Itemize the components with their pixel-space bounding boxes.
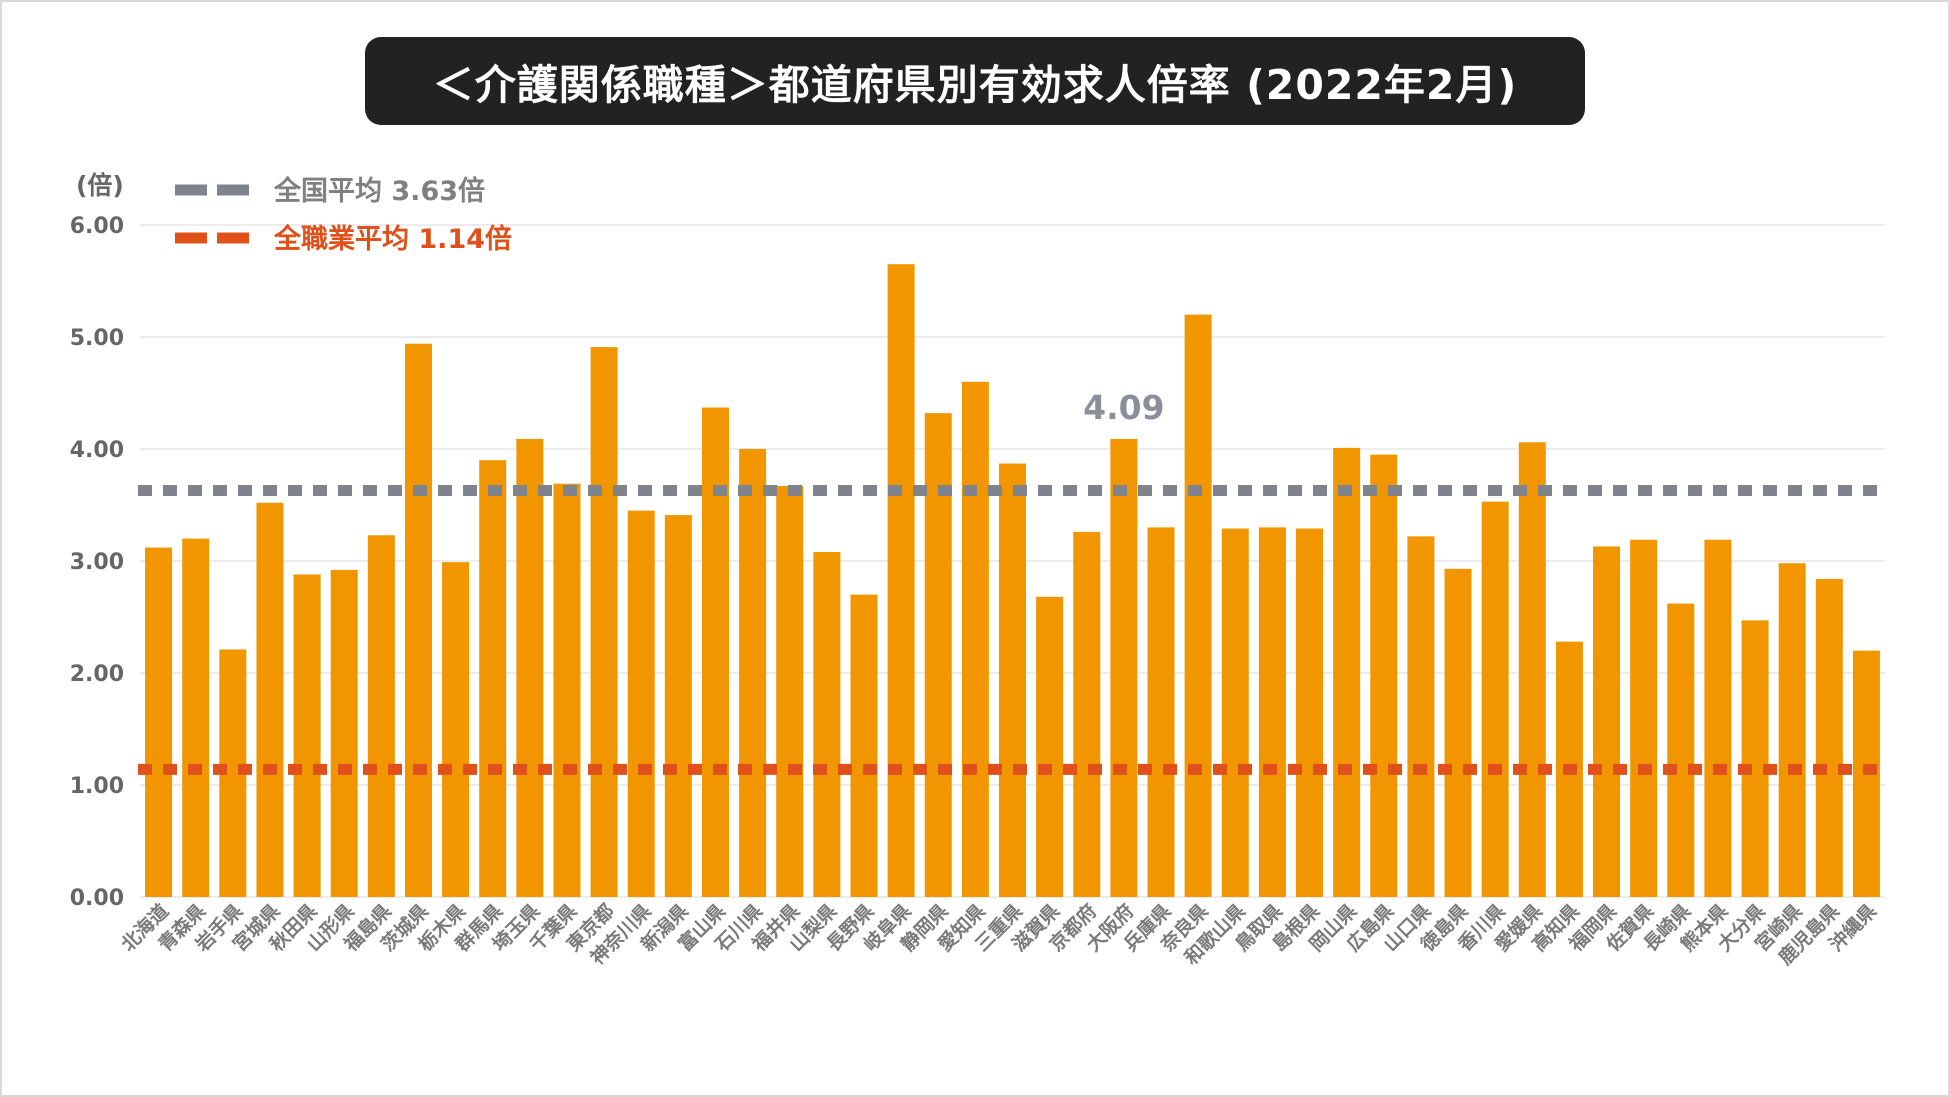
bar-北海道 [145,547,173,897]
bar-佐賀県 [1630,539,1658,897]
bar-長崎県 [1667,603,1695,897]
bar-山梨県 [813,552,841,897]
bar-青森県 [182,538,210,897]
data-label: 4.09 [1083,388,1164,427]
bar-宮崎県 [1778,563,1806,897]
bar-滋賀県 [1036,596,1064,897]
bar-兵庫県 [1147,527,1175,897]
y-tick-label: 1.00 [70,774,124,799]
bar-鹿児島県 [1815,578,1843,897]
bar-香川県 [1481,501,1509,897]
bar-福井県 [776,485,804,897]
y-tick-label: 3.00 [70,550,124,575]
bar-宮城県 [256,502,284,897]
bar-広島県 [1370,454,1398,897]
bar-秋田県 [293,574,321,897]
bar-大分県 [1741,620,1769,897]
bar-岡山県 [1333,447,1361,897]
y-tick-label: 5.00 [70,326,124,351]
y-tick-label: 4.00 [70,438,124,463]
bar-愛知県 [961,381,989,897]
bar-長野県 [850,594,878,897]
chart-title-box: ＜介護関係職種＞都道府県別有効求人倍率 (2022年2月) [365,37,1585,125]
chart-title: ＜介護関係職種＞都道府県別有効求人倍率 (2022年2月) [432,61,1518,109]
bar-福島県 [367,535,395,897]
bar-石川県 [739,449,767,897]
bar-鳥取県 [1258,527,1286,897]
bar-和歌山県 [1221,528,1249,897]
bar-神奈川県 [627,510,655,897]
y-tick-label: 2.00 [70,662,124,687]
y-tick-label: 0.00 [70,886,124,911]
bar-千葉県 [553,483,581,897]
bar-大阪府 [1110,438,1138,897]
bar-京都府 [1073,531,1101,897]
bar-栃木県 [442,562,470,897]
legend-national-label: 全国平均 3.63倍 [273,175,485,207]
bar-愛媛県 [1518,442,1546,897]
bar-熊本県 [1704,539,1732,897]
legend-all-jobs-label: 全職業平均 1.14倍 [273,223,512,255]
bar-富山県 [701,407,729,897]
bar-東京都 [590,347,618,898]
y-axis-unit: (倍) [76,171,124,200]
bar-島根県 [1296,528,1324,897]
bar-新潟県 [664,515,692,897]
bar-群馬県 [479,460,507,897]
bar-福岡県 [1593,546,1621,897]
bar-山形県 [330,569,358,897]
bar-奈良県 [1184,314,1212,898]
bar-茨城県 [404,343,432,898]
bar-埼玉県 [516,438,544,897]
bar-三重県 [999,463,1026,897]
bar-岐阜県 [887,264,915,897]
bar-山口県 [1407,536,1435,897]
bar-徳島県 [1444,568,1472,897]
y-tick-label: 6.00 [70,214,124,239]
